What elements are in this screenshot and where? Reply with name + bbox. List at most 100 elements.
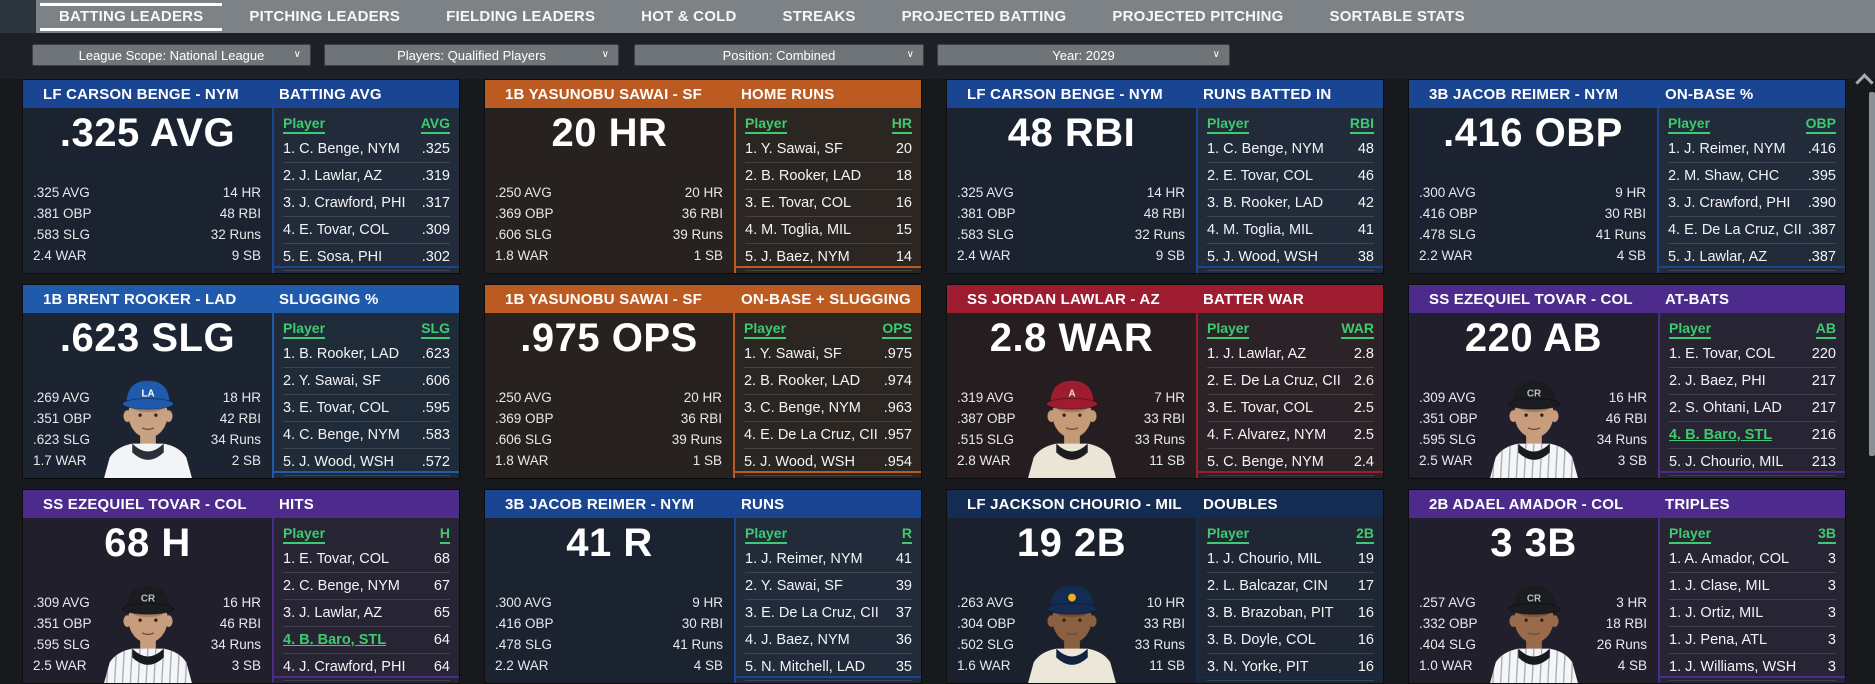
leader-row[interactable]: 4. E. De La Cruz, CII .957 bbox=[743, 422, 912, 449]
leader-row[interactable]: 5. J. Baez, NYM 14 bbox=[745, 244, 912, 271]
position-dropdown[interactable]: Position: Combined ∨ bbox=[634, 44, 924, 66]
leader-row[interactable]: 1. J. Chourio, MIL 19 bbox=[1207, 546, 1374, 573]
leader-row[interactable]: 4. C. Benge, NYM .583 bbox=[283, 422, 450, 449]
leaders-header-stat[interactable]: WAR bbox=[1341, 320, 1374, 339]
leader-row[interactable]: 2. B. Rooker, LAD .974 bbox=[743, 368, 912, 395]
leader-row[interactable]: 4. J. Baez, NYM 36 bbox=[745, 627, 912, 654]
scrollbar-thumb[interactable] bbox=[1869, 92, 1875, 456]
leader-row[interactable]: 1. J. Reimer, NYM 41 bbox=[745, 546, 912, 573]
card-player-name[interactable]: 1B YASUNOBU SAWAI - SF bbox=[505, 290, 702, 308]
leader-row[interactable]: 3. B. Doyle, COL 16 bbox=[1207, 627, 1374, 654]
leader-row[interactable]: 1. A. Amador, COL 3 bbox=[1669, 546, 1836, 573]
leader-row[interactable]: 2. Y. Sawai, SF .606 bbox=[283, 368, 450, 395]
leader-row[interactable]: 3. E. De La Cruz, CII 37 bbox=[745, 600, 912, 627]
leader-row[interactable]: 2. L. Balcazar, CIN 17 bbox=[1207, 573, 1374, 600]
leaders-header-player[interactable]: Player bbox=[283, 115, 326, 134]
leader-row[interactable]: 2. E. Tovar, COL 46 bbox=[1207, 163, 1374, 190]
leader-row[interactable]: 5. J. Wood, WSH .572 bbox=[283, 449, 450, 476]
leader-row[interactable]: 2. M. Shaw, CHC .395 bbox=[1667, 163, 1836, 190]
leader-row[interactable]: 4. E. Tovar, COL .309 bbox=[283, 217, 450, 244]
leaders-header-player[interactable]: Player bbox=[1667, 115, 1711, 134]
leaders-header-player[interactable]: Player bbox=[745, 115, 788, 134]
leader-row[interactable]: 2. S. Ohtani, LAD 217 bbox=[1669, 395, 1836, 422]
leader-row[interactable]: 4. B. Baro, STL 64 bbox=[283, 627, 450, 654]
leader-row[interactable]: 3. B. Brazoban, PIT 16 bbox=[1207, 600, 1374, 627]
leader-row[interactable]: 3. B. Rooker, LAD 42 bbox=[1207, 190, 1374, 217]
leader-row[interactable]: 3. J. Crawford, PHI .390 bbox=[1667, 190, 1836, 217]
card-player-name[interactable]: LF CARSON BENGE - NYM bbox=[43, 85, 239, 103]
card-player-name[interactable]: SS EZEQUIEL TOVAR - COL bbox=[1429, 290, 1633, 308]
leader-row[interactable]: 5. J. Lawlar, AZ .387 bbox=[1667, 244, 1836, 271]
card-player-name[interactable]: LF CARSON BENGE - NYM bbox=[967, 85, 1163, 103]
leaders-header-stat[interactable]: AB bbox=[1815, 320, 1836, 339]
leader-row[interactable]: 2. E. De La Cruz, CII 2.6 bbox=[1207, 368, 1374, 395]
leaders-header-stat[interactable]: 2B bbox=[1356, 525, 1374, 544]
card-player-name[interactable]: 3B JACOB REIMER - NYM bbox=[505, 495, 695, 513]
leaders-header-player[interactable]: Player bbox=[1669, 320, 1712, 339]
leader-row[interactable]: 1. J. Pena, ATL 3 bbox=[1669, 627, 1836, 654]
leader-row[interactable]: 2. C. Benge, NYM 67 bbox=[283, 573, 450, 600]
leaders-header-stat[interactable]: RBI bbox=[1349, 115, 1374, 134]
leaders-header-stat[interactable]: R bbox=[901, 525, 912, 544]
leader-row[interactable]: 5. J. Wood, WSH 38 bbox=[1207, 244, 1374, 271]
leaders-header-player[interactable]: Player bbox=[283, 525, 326, 544]
leader-row[interactable]: 4. F. Alvarez, NYM 2.5 bbox=[1207, 422, 1374, 449]
leader-row[interactable]: 3. E. Tovar, COL 2.5 bbox=[1207, 395, 1374, 422]
tab-projected-pitching[interactable]: PROJECTED PITCHING bbox=[1112, 8, 1284, 25]
leader-row[interactable]: 3. E. Tovar, COL 16 bbox=[745, 190, 912, 217]
leader-row[interactable]: 4. B. Baro, STL 216 bbox=[1669, 422, 1836, 449]
leader-row[interactable]: 1. J. Lawlar, AZ 2.8 bbox=[1207, 341, 1374, 368]
leaders-header-stat[interactable]: AVG bbox=[420, 115, 450, 134]
leader-row[interactable]: 1. C. Benge, NYM .325 bbox=[283, 136, 450, 163]
leader-row[interactable]: 5. E. Sosa, PHI .302 bbox=[283, 244, 450, 271]
players-dropdown[interactable]: Players: Qualified Players ∨ bbox=[324, 44, 619, 66]
leaders-header-player[interactable]: Player bbox=[743, 320, 787, 339]
leaders-header-player[interactable]: Player bbox=[283, 320, 326, 339]
league-scope-dropdown[interactable]: League Scope: National League ∨ bbox=[32, 44, 311, 66]
tab-batting-leaders[interactable]: BATTING LEADERS bbox=[36, 0, 226, 33]
leader-row[interactable]: 5. J. Chourio, MIL 213 bbox=[1669, 449, 1836, 476]
tab-fielding-leaders[interactable]: FIELDING LEADERS bbox=[446, 8, 596, 25]
leaders-header-stat[interactable]: OPS bbox=[882, 320, 912, 339]
leader-row[interactable]: 1. J. Clase, MIL 3 bbox=[1669, 573, 1836, 600]
tab-streaks[interactable]: STREAKS bbox=[782, 8, 856, 25]
leaders-header-stat[interactable]: OBP bbox=[1805, 115, 1836, 134]
tab-pitching-leaders[interactable]: PITCHING LEADERS bbox=[249, 8, 401, 25]
card-player-name[interactable]: 1B BRENT ROOKER - LAD bbox=[43, 290, 237, 308]
leader-row[interactable]: 3. J. Lawlar, AZ 65 bbox=[283, 600, 450, 627]
leaders-header-player[interactable]: Player bbox=[1207, 115, 1250, 134]
leader-row[interactable]: 1. E. Tovar, COL 220 bbox=[1669, 341, 1836, 368]
tab-hot-cold[interactable]: HOT & COLD bbox=[641, 8, 737, 25]
leaders-header-stat[interactable]: SLG bbox=[421, 320, 450, 339]
leader-row[interactable]: 3. J. Crawford, PHI .317 bbox=[283, 190, 450, 217]
leaders-header-player[interactable]: Player bbox=[1669, 525, 1712, 544]
leader-row[interactable]: 4. E. De La Cruz, CII .387 bbox=[1667, 217, 1836, 244]
leader-row[interactable]: 2. J. Lawlar, AZ .319 bbox=[283, 163, 450, 190]
card-player-name[interactable]: SS EZEQUIEL TOVAR - COL bbox=[43, 495, 247, 513]
card-player-name[interactable]: 2B ADAEL AMADOR - COL bbox=[1429, 495, 1624, 513]
leader-row[interactable]: 1. Y. Sawai, SF 20 bbox=[745, 136, 912, 163]
leaders-header-stat[interactable]: H bbox=[439, 525, 450, 544]
leader-row[interactable]: 3. C. Benge, NYM .963 bbox=[743, 395, 912, 422]
card-player-name[interactable]: 3B JACOB REIMER - NYM bbox=[1429, 85, 1619, 103]
tab-projected-batting[interactable]: PROJECTED BATTING bbox=[901, 8, 1067, 25]
leaders-header-stat[interactable]: 3B bbox=[1818, 525, 1836, 544]
leader-row[interactable]: 1. E. Tovar, COL 68 bbox=[283, 546, 450, 573]
leaders-header-player[interactable]: Player bbox=[1207, 320, 1250, 339]
leader-row[interactable]: 1. C. Benge, NYM 48 bbox=[1207, 136, 1374, 163]
leader-row[interactable]: 5. J. Wood, WSH .954 bbox=[743, 449, 912, 476]
card-player-name[interactable]: SS JORDAN LAWLAR - AZ bbox=[967, 290, 1160, 308]
leader-row[interactable]: 3. E. Tovar, COL .595 bbox=[283, 395, 450, 422]
tab-sortable-stats[interactable]: SORTABLE STATS bbox=[1329, 8, 1465, 25]
leader-row[interactable]: 1. J. Reimer, NYM .416 bbox=[1667, 136, 1836, 163]
card-player-name[interactable]: 1B YASUNOBU SAWAI - SF bbox=[505, 85, 702, 103]
leader-row[interactable]: 1. B. Rooker, LAD .623 bbox=[283, 341, 450, 368]
leader-row[interactable]: 4. M. Toglia, MIL 15 bbox=[745, 217, 912, 244]
card-player-name[interactable]: LF JACKSON CHOURIO - MIL bbox=[967, 495, 1182, 513]
leaders-header-player[interactable]: Player bbox=[1207, 525, 1250, 544]
leader-row[interactable]: 1. J. Ortiz, MIL 3 bbox=[1669, 600, 1836, 627]
leader-row[interactable]: 1. Y. Sawai, SF .975 bbox=[743, 341, 912, 368]
year-dropdown[interactable]: Year: 2029 ∨ bbox=[937, 44, 1230, 66]
leader-row[interactable]: 2. J. Baez, PHI 217 bbox=[1669, 368, 1836, 395]
leaders-header-player[interactable]: Player bbox=[745, 525, 788, 544]
